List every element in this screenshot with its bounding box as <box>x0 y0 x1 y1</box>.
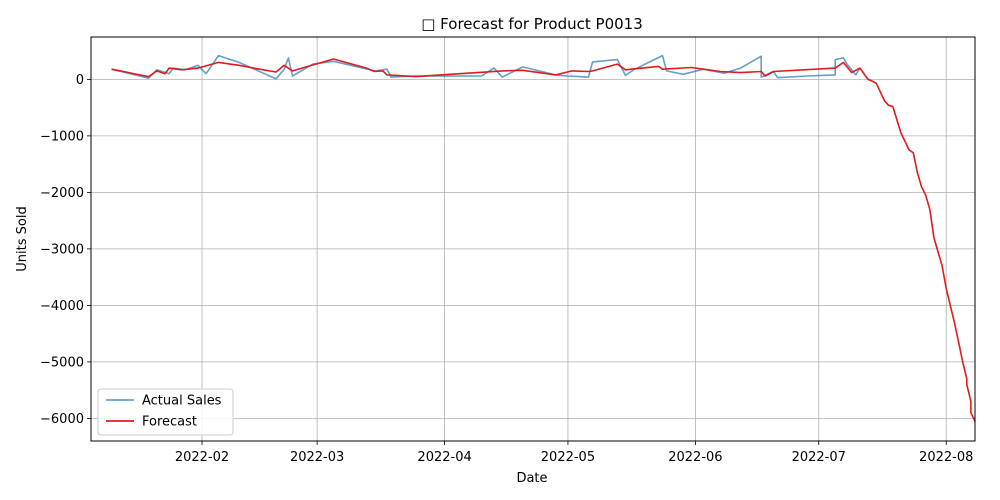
x-axis-title: Date <box>516 471 547 486</box>
plot-frame <box>90 36 976 442</box>
legend-label: Actual Sales <box>142 394 222 409</box>
legend-label: Forecast <box>142 415 197 430</box>
y-axis-title: Units Sold <box>15 206 30 271</box>
x-tick-label: 2022-04 <box>417 450 471 465</box>
y-tick-label: 0 <box>76 73 84 88</box>
x-tick-label: 2022-03 <box>290 450 344 465</box>
x-tick-label: 2022-02 <box>175 450 229 465</box>
y-tick-label: −3000 <box>40 242 84 257</box>
y-tick-label: −1000 <box>40 129 84 144</box>
y-tick-label: −2000 <box>40 186 84 201</box>
x-tick-label: 2022-06 <box>668 450 722 465</box>
series-layer <box>111 54 976 422</box>
x-tick-label: 2022-05 <box>541 450 595 465</box>
chart-title: □ Forecast for Product P0013 <box>421 15 643 33</box>
x-axis-ticks: 2022-02 2022-03 2022-04 2022-05 2022-06 2022-… <box>175 441 973 465</box>
grid-lines <box>91 37 975 441</box>
legend: Actual Sales Forecast <box>97 388 234 436</box>
series-line-forecast <box>111 58 976 422</box>
series-line-actual-sales <box>111 54 861 80</box>
x-tick-label: 2022-07 <box>792 450 846 465</box>
y-tick-label: −4000 <box>40 299 84 314</box>
y-axis-ticks: 0 −1000 −2000 −3000 −4000 −5000 −6000 <box>40 73 91 427</box>
x-tick-label: 2022-08 <box>919 450 973 465</box>
y-tick-label: −6000 <box>40 412 84 427</box>
y-tick-label: −5000 <box>40 355 84 370</box>
